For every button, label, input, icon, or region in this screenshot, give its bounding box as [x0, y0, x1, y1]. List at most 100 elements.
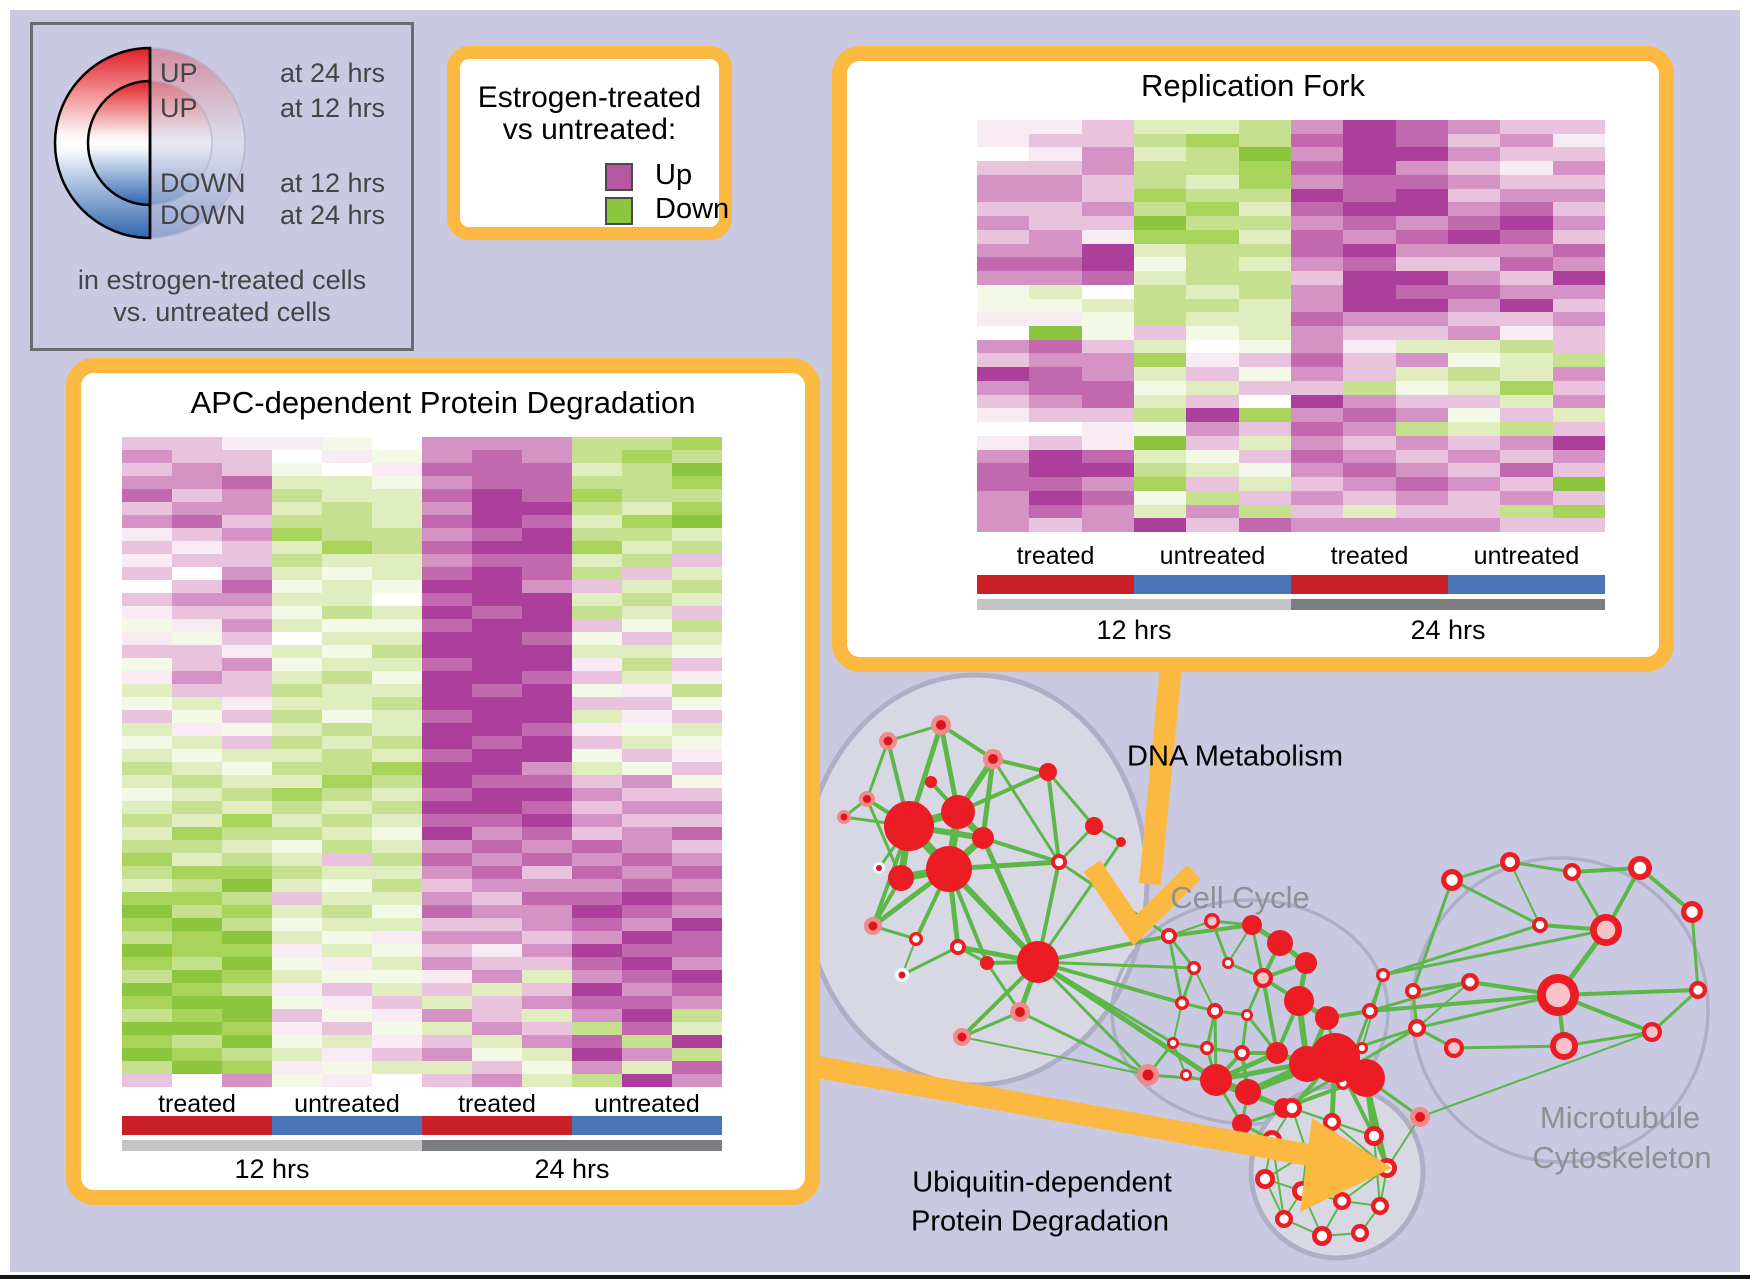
time-span-bar — [122, 1140, 422, 1151]
heatmap-cell — [1500, 353, 1553, 368]
heatmap-cell — [1029, 422, 1082, 436]
heatmap-cell — [272, 541, 322, 554]
heatmap-cell — [472, 788, 522, 801]
heatmap-cell — [522, 697, 572, 710]
heatmap-cell — [672, 736, 722, 749]
heatmap-cell — [1238, 504, 1291, 519]
heatmap-cell — [422, 918, 472, 931]
heatmap-cell — [1343, 133, 1396, 148]
heatmap-row — [977, 133, 1605, 148]
heatmap-cell — [672, 866, 722, 879]
heatmap-cell — [1447, 394, 1501, 409]
heatmap-cell — [122, 853, 172, 866]
heatmap-row — [122, 996, 722, 1009]
heatmap-cell — [1290, 216, 1344, 230]
heatmap-cell — [672, 1074, 722, 1087]
heatmap-cell — [372, 866, 422, 879]
heatmap-cell — [1290, 312, 1344, 327]
heatmap-cell — [1343, 161, 1396, 175]
heatmap-cell — [522, 489, 572, 502]
heatmap-cell — [222, 983, 272, 996]
heatmap-cell — [1500, 271, 1553, 285]
heatmap-cell — [672, 476, 722, 489]
heatmap-cell — [1447, 490, 1501, 505]
heatmap-cell — [672, 645, 722, 658]
heatmap-cell — [572, 1009, 622, 1022]
heatmap-cell — [472, 463, 522, 476]
heatmap-cell — [672, 619, 722, 632]
heatmap-cell — [422, 671, 472, 684]
heatmap-cell — [1343, 312, 1396, 327]
heatmap-cell — [272, 593, 322, 606]
heatmap-cell — [422, 567, 472, 580]
heatmap-cell — [1133, 147, 1187, 162]
heatmap-cell — [272, 931, 322, 944]
heatmap-cell — [1290, 133, 1344, 148]
heatmap-cell — [977, 257, 1030, 272]
heatmap-row — [122, 749, 722, 762]
heatmap-cell — [122, 840, 172, 853]
heatmap-cell — [222, 801, 272, 814]
heatmap-cell — [1238, 422, 1291, 436]
heatmap-cell — [372, 528, 422, 541]
heatmap-cell — [1290, 188, 1344, 203]
heatmap-cell — [1395, 229, 1448, 244]
heatmap-cell — [122, 437, 172, 450]
heatmap-cell — [977, 422, 1030, 436]
heatmap-row — [122, 801, 722, 814]
heatmap-cell — [472, 931, 522, 944]
heatmap-cell — [1290, 161, 1344, 175]
heatmap-cell — [522, 528, 572, 541]
heatmap-cell — [1395, 133, 1448, 148]
heatmap-cell — [622, 645, 672, 658]
rf-group-labels: treated untreated treated untreated — [977, 542, 1605, 570]
heatmap-cell — [372, 788, 422, 801]
heatmap-cell — [977, 284, 1030, 299]
heatmap-cell — [622, 1035, 672, 1048]
heatmap-cell — [322, 541, 372, 554]
heatmap-cell — [422, 1048, 472, 1061]
heatmap-row — [977, 490, 1605, 505]
heatmap-cell — [122, 879, 172, 892]
network-node — [884, 801, 934, 851]
heatmap-cell — [522, 1035, 572, 1048]
network-node-core — [1446, 874, 1458, 886]
heatmap-cell — [522, 723, 572, 736]
heatmap-cell — [1029, 380, 1082, 395]
heatmap-row — [977, 326, 1605, 340]
heatmap-cell — [522, 476, 572, 489]
heatmap-cell — [1186, 202, 1239, 217]
heatmap-cell — [322, 905, 372, 918]
heatmap-cell — [1343, 326, 1396, 340]
heatmap-cell — [1029, 257, 1082, 272]
heatmap-cell — [1500, 120, 1553, 134]
heatmap-cell — [1186, 449, 1239, 464]
network-node — [926, 846, 972, 892]
heatmap-cell — [422, 957, 472, 970]
heatmap-cell — [422, 814, 472, 827]
heatmap-cell — [472, 1022, 522, 1035]
heatmap-row — [977, 504, 1605, 519]
down-color-swatch — [605, 197, 633, 225]
heatmap-cell — [422, 762, 472, 775]
heatmap-cell — [1081, 339, 1134, 354]
heatmap-cell — [672, 801, 722, 814]
heatmap-cell — [1447, 271, 1501, 285]
heatmap-cell — [672, 450, 722, 463]
heatmap-cell — [1343, 463, 1396, 478]
heatmap-row — [122, 814, 722, 827]
estrogen-legend-title-line2: vs untreated: — [502, 113, 677, 146]
heatmap-cell — [522, 593, 572, 606]
heatmap-cell — [1447, 202, 1501, 217]
heatmap-cell — [672, 970, 722, 983]
heatmap-cell — [622, 723, 672, 736]
heatmap-cell — [1081, 216, 1134, 230]
heatmap-cell — [1029, 147, 1082, 162]
heatmap-row — [122, 879, 722, 892]
heatmap-cell — [322, 1061, 372, 1074]
heatmap-cell — [272, 502, 322, 515]
heatmap-cell — [1500, 133, 1553, 148]
heatmap-cell — [172, 580, 222, 593]
heatmap-row — [122, 619, 722, 632]
heatmap-cell — [122, 658, 172, 671]
